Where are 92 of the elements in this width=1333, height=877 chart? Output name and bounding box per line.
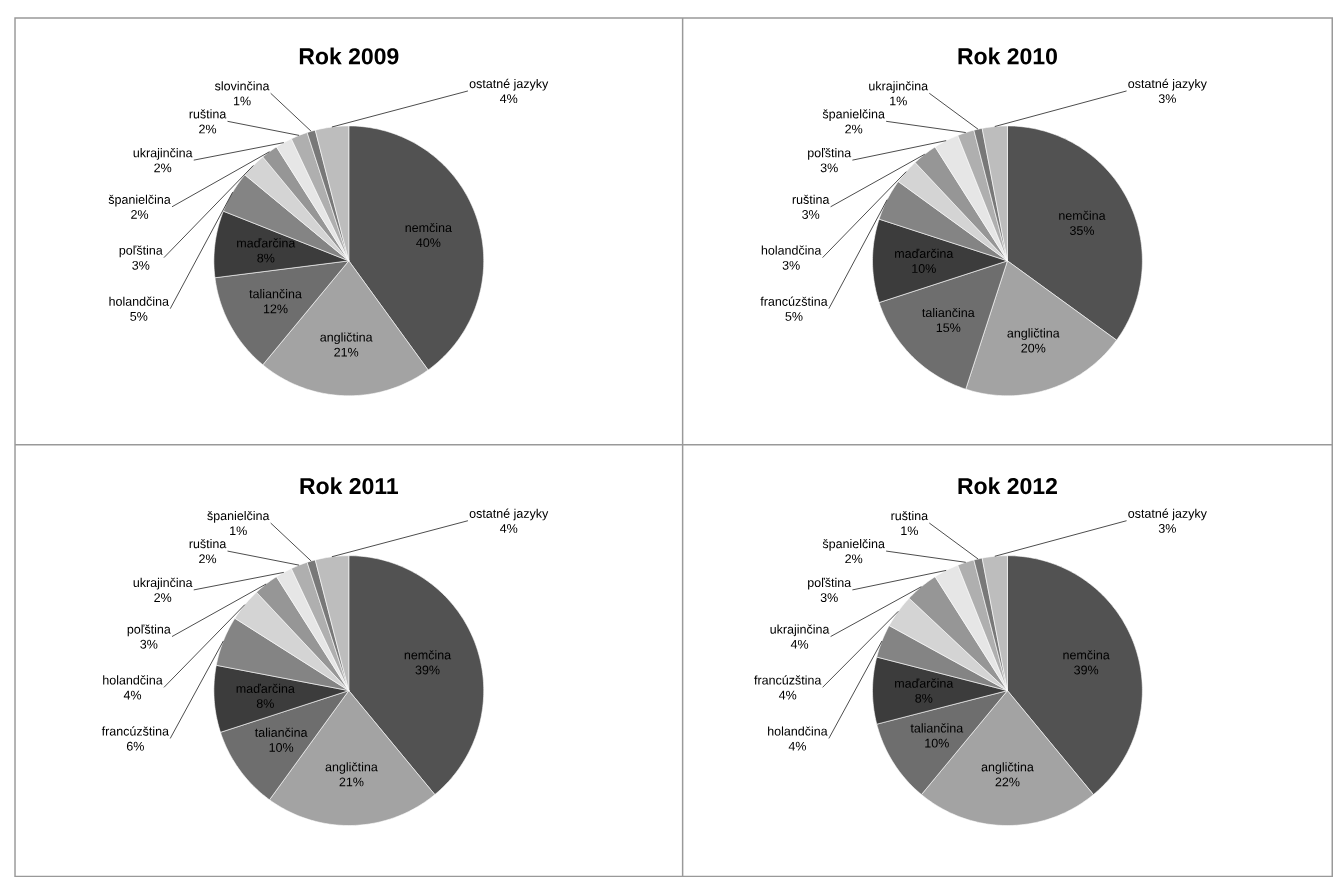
slice-label: slovinčina bbox=[214, 81, 270, 91]
data-label: 15% bbox=[936, 323, 961, 332]
slice-label: maďarčina bbox=[895, 678, 954, 688]
slice-label: angličtina bbox=[981, 762, 1034, 774]
slice-label: ostatné jazyky bbox=[1128, 508, 1207, 521]
slice-label: holandčina bbox=[768, 726, 828, 736]
slice-label: taliančina bbox=[922, 307, 975, 317]
data-label: 3% bbox=[782, 260, 800, 270]
slice-label: španielčina bbox=[207, 510, 270, 523]
data-label: 3% bbox=[132, 260, 150, 270]
data-label: 3% bbox=[1158, 523, 1176, 533]
data-label: 1% bbox=[230, 526, 247, 535]
data-label: 21% bbox=[339, 777, 364, 787]
slice-label: poľština bbox=[808, 147, 852, 160]
slice-label: španielčina bbox=[108, 194, 171, 207]
slice-label: maďarčina bbox=[237, 238, 296, 248]
data-label: 35% bbox=[1069, 226, 1095, 235]
data-label: 1% bbox=[233, 96, 251, 106]
data-label: 5% bbox=[130, 311, 148, 321]
data-label: 2% bbox=[199, 554, 217, 564]
data-label: 4% bbox=[788, 741, 806, 751]
slice-label: ostatné jazyky bbox=[1128, 78, 1207, 91]
data-label: 21% bbox=[334, 347, 359, 357]
slice-label: poľština bbox=[808, 577, 852, 590]
slice-label: maďarčina bbox=[895, 248, 954, 258]
data-label: 2% bbox=[845, 124, 863, 134]
data-label: 3% bbox=[802, 209, 820, 219]
slice-label: poľština bbox=[119, 245, 163, 258]
data-label: 2% bbox=[154, 593, 172, 602]
data-label: 4% bbox=[790, 639, 809, 649]
slice-label: ukrajinčina bbox=[869, 81, 929, 93]
slice-label: ukrajinčina bbox=[133, 147, 193, 160]
data-label: 2% bbox=[845, 554, 863, 564]
slice-label: angličtina bbox=[325, 762, 378, 774]
data-label: 8% bbox=[915, 693, 933, 703]
slice-label: nemčina bbox=[1063, 650, 1110, 660]
slice-label: francúzština bbox=[754, 675, 822, 685]
slice-label: francúzština bbox=[101, 726, 169, 736]
data-label: 8% bbox=[256, 699, 274, 708]
slice-label: taliančina bbox=[910, 723, 964, 733]
chart-title: Rok 2010 bbox=[958, 47, 1057, 65]
slice-label: ukrajinčina bbox=[133, 577, 193, 590]
slice-label: poľština bbox=[127, 624, 171, 637]
data-label: 39% bbox=[1074, 665, 1099, 675]
data-label: 2% bbox=[131, 209, 149, 219]
data-label: 2% bbox=[154, 163, 172, 173]
data-label: 3% bbox=[820, 593, 838, 602]
slice-label: taliančina bbox=[254, 727, 308, 737]
data-label: 40% bbox=[416, 238, 441, 247]
data-label: 3% bbox=[140, 639, 158, 649]
data-label: 5% bbox=[785, 311, 803, 321]
data-label: 4% bbox=[499, 94, 518, 103]
data-label: 6% bbox=[126, 741, 144, 751]
slice-label: ostatné jazyky bbox=[469, 78, 549, 91]
data-label: 10% bbox=[269, 742, 294, 752]
data-label: 8% bbox=[257, 253, 275, 263]
data-label: 2% bbox=[199, 124, 217, 134]
data-label: 4% bbox=[499, 523, 518, 533]
slice-label: španielčina bbox=[822, 109, 885, 121]
slice-label: angličtina bbox=[320, 332, 373, 344]
data-label: 39% bbox=[415, 665, 440, 675]
data-label: 3% bbox=[820, 163, 838, 173]
data-label: 20% bbox=[1021, 343, 1046, 353]
data-label: 4% bbox=[778, 690, 797, 700]
data-label: 12% bbox=[263, 304, 288, 314]
data-label: 1% bbox=[901, 526, 918, 535]
slice-label: ruština bbox=[189, 109, 227, 119]
chart-title: Rok 2012 bbox=[958, 477, 1057, 495]
slice-label: angličtina bbox=[1007, 328, 1060, 340]
data-label: 22% bbox=[995, 777, 1020, 787]
slice-label: holandčina bbox=[109, 296, 169, 306]
slice-label: ukrajinčina bbox=[770, 624, 830, 637]
slice-label: ruština bbox=[792, 194, 830, 204]
slice-label: holandčina bbox=[761, 245, 822, 255]
slice-label: nemčina bbox=[404, 650, 452, 660]
data-label: 10% bbox=[925, 738, 949, 748]
slice-label: taliančina bbox=[249, 288, 302, 299]
slice-label: francúzština bbox=[760, 296, 828, 306]
slice-label: ruština bbox=[891, 510, 929, 521]
slice-label: holandčina bbox=[103, 675, 163, 685]
slice-label: ostatné jazyky bbox=[469, 508, 549, 521]
slice-label: španielčina bbox=[822, 538, 885, 551]
data-label: 10% bbox=[912, 264, 936, 273]
data-label: 3% bbox=[1158, 94, 1176, 103]
data-label: 1% bbox=[890, 96, 907, 106]
slice-label: nemčina bbox=[405, 222, 452, 232]
slice-label: nemčina bbox=[1059, 210, 1106, 220]
slice-label: ruština bbox=[189, 538, 227, 549]
chart-title: Rok 2009 bbox=[299, 47, 399, 65]
slice-label: maďarčina bbox=[236, 683, 295, 693]
data-label: 4% bbox=[123, 690, 142, 700]
chart-title: Rok 2011 bbox=[300, 477, 399, 495]
